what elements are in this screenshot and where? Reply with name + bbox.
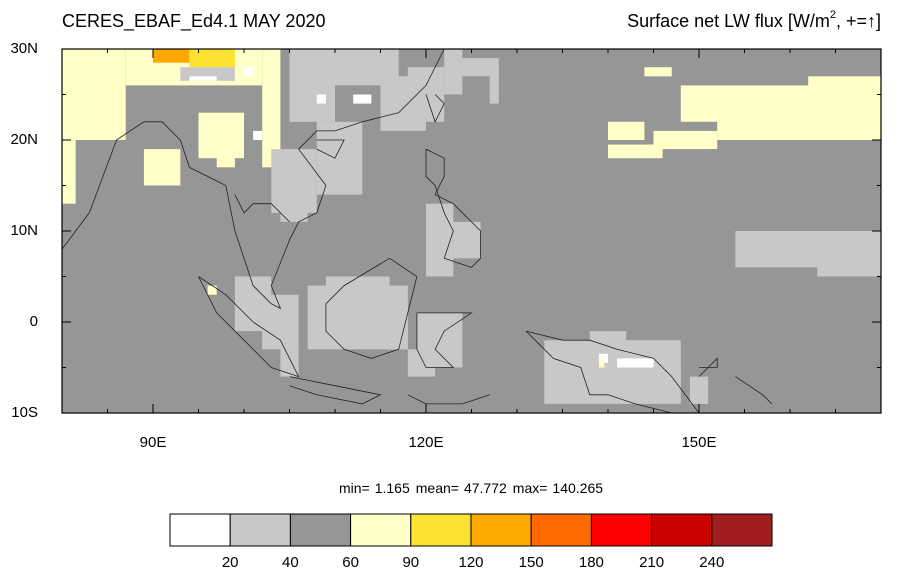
field-patch	[689, 376, 709, 404]
field-patch	[289, 49, 335, 122]
field-patch	[808, 76, 881, 140]
field-patch	[444, 49, 463, 95]
coastline	[425, 94, 445, 123]
coastline	[61, 48, 445, 310]
field-patch	[325, 276, 390, 304]
y-tick-label: 20N	[10, 131, 38, 148]
colorbar-box	[410, 513, 472, 547]
colorbar-box	[289, 513, 352, 547]
x-tick-label: 150E	[681, 434, 716, 451]
field-patch	[143, 149, 181, 186]
field-patch	[253, 130, 263, 140]
field-patch	[644, 67, 672, 77]
field-patch	[262, 49, 281, 168]
field-patch	[653, 130, 718, 150]
field-patch	[353, 94, 372, 104]
colorbar-label: 90	[402, 554, 419, 571]
field-patch	[207, 285, 217, 295]
colorbar-box	[229, 513, 291, 547]
coastline	[316, 139, 345, 159]
coastline	[289, 376, 382, 405]
title-right: Surface net LW flux [W/m2, +=↑]	[627, 9, 881, 31]
coastline	[407, 394, 490, 405]
stat-label: mean=	[416, 480, 459, 496]
field-patch	[153, 49, 190, 63]
field-patch	[189, 76, 217, 81]
y-tick-label: 0	[30, 313, 38, 330]
stat-value: 140.265	[552, 480, 603, 496]
field-patch	[407, 349, 436, 377]
field-patch	[62, 140, 76, 204]
colorbar-label: 20	[222, 554, 239, 571]
field-patch	[189, 49, 235, 68]
field-patch	[453, 221, 481, 259]
colorbar: 20 40 60 90 120 150 180 210 240	[169, 513, 773, 571]
colorbar-box	[711, 513, 773, 547]
x-tick-label: 120E	[408, 434, 443, 451]
field-patch	[617, 358, 654, 368]
colorbar-box	[590, 513, 653, 547]
field-patch	[216, 149, 235, 168]
stats: min= 1.165 mean= 47.772 max= 140.265	[339, 480, 603, 496]
plot-area: 90E 120E 150E 30N 20N 10N 0 10S	[10, 40, 882, 451]
title-right-sup: 2	[830, 9, 836, 21]
field-patch	[62, 49, 126, 140]
title-right-part: Surface net LW flux [W/m	[627, 11, 830, 31]
colorbar-box	[169, 513, 231, 547]
colorbar-label: 180	[579, 554, 604, 571]
field-patch	[462, 58, 499, 77]
x-tick-label: 90E	[140, 434, 167, 451]
field-patch	[426, 203, 454, 277]
field-patch	[608, 144, 663, 159]
title-right-part: , +=↑]	[836, 11, 881, 31]
coastline	[735, 376, 773, 405]
y-tick-label: 30N	[10, 40, 38, 57]
field-patch	[280, 194, 308, 222]
field-patch	[316, 94, 326, 104]
colorbar-label: 40	[282, 554, 299, 571]
title-left: CERES_EBAF_Ed4.1 MAY 2020	[62, 11, 325, 32]
coastline	[425, 148, 481, 268]
colorbar-box	[350, 513, 412, 547]
stat-label: max=	[513, 480, 548, 496]
colorbar-label: 60	[342, 554, 359, 571]
y-tick-label: 10N	[10, 222, 38, 239]
field-patch	[316, 121, 363, 195]
colorbar-box	[470, 513, 532, 547]
field-patch	[489, 67, 499, 104]
colorbar-box	[530, 513, 592, 547]
coastline	[325, 257, 418, 359]
field-patch	[598, 358, 605, 368]
coastline	[198, 276, 300, 378]
field-patch	[653, 367, 681, 386]
field-patch	[817, 231, 881, 277]
coastline	[234, 194, 290, 223]
field-patch	[608, 121, 645, 140]
coastline	[698, 357, 718, 377]
stat-value: 1.165	[375, 480, 410, 496]
field-patch	[389, 303, 408, 350]
colorbar-box	[651, 513, 713, 547]
stat-label: min=	[339, 480, 370, 496]
coastline	[416, 312, 473, 368]
colorbar-label: 150	[519, 554, 544, 571]
colorbar-label: 120	[458, 554, 483, 571]
colorbar-label: 240	[699, 554, 724, 571]
y-tick-label: 10S	[11, 404, 38, 421]
colorbar-label: 210	[639, 554, 664, 571]
stat-value: 47.772	[464, 480, 507, 496]
field-patch	[244, 67, 254, 77]
